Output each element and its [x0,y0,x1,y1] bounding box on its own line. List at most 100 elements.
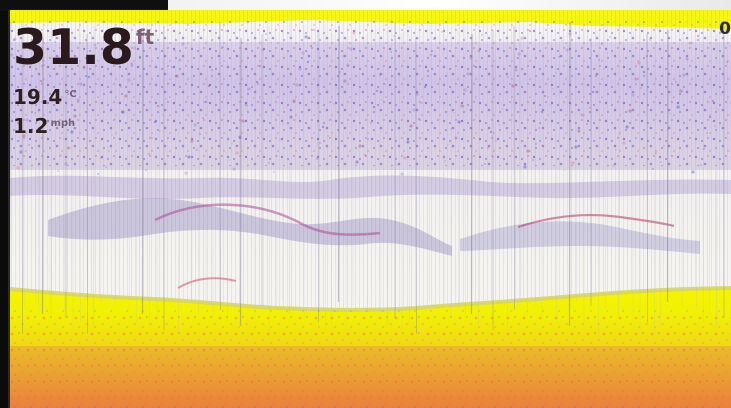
vertical-sonar-streak [604,21,606,311]
sonar-return-dot [387,67,389,69]
sonar-return-dot [403,156,407,160]
sonar-return-dot [111,134,113,136]
vertical-sonar-streak [21,21,23,335]
sonar-return-dot [232,167,236,171]
vertical-sonar-streak [555,37,557,323]
sonar-return-dot [634,77,638,81]
vertical-sonar-streak [408,25,410,323]
vertical-sonar-streak [617,25,620,315]
sonar-return-dot [121,110,125,114]
sonar-return-dot [87,75,91,79]
sonar-return-dot [225,30,227,32]
sonar-return-dot [526,149,530,153]
sonar-return-dot [639,86,643,90]
sonar-return-dot [381,99,383,101]
sonar-return-dot [691,170,695,174]
sonar-return-dot [463,88,467,92]
sonar-return-dot [130,62,134,66]
sonar-display-panel: 31.8 ft 19.4 °C 1.2 mph 0 [8,10,731,408]
sonar-return-dot [312,28,316,32]
sonar-return-dot [480,33,484,37]
sonar-return-dot [138,55,142,59]
vertical-sonar-streak [478,25,480,327]
sonar-return-dot [423,85,427,89]
sonar-return-dot [51,57,53,59]
sonar-return-dot [27,143,31,147]
bottom-hard-return [10,346,731,408]
sonar-return-dot [241,119,245,123]
sonar-return-dot [729,45,731,47]
sonar-return-dot [504,92,506,94]
sonar-return-dot [201,116,205,120]
sonar-return-dot [622,141,626,145]
vertical-sonar-streak [527,29,529,315]
sonar-return-dot [457,120,461,124]
sonar-return-dot [363,153,367,157]
fish-arc-red-left [154,203,381,236]
vertical-sonar-streak [190,33,193,303]
sonar-return-dot [597,58,601,62]
sonar-return-dot [648,38,652,42]
sonar-return-dot [483,162,487,166]
sonar-return-dot [384,83,386,85]
sonar-return-dot [549,104,551,106]
sonar-return-dot [184,171,188,175]
sonar-return-dot [261,48,265,52]
fish-school-arc-right [460,221,700,254]
sonar-return-dot [628,109,632,113]
sonar-return-dot [102,37,104,39]
sonar-return-dot [279,139,281,141]
sonar-return-dot [136,30,140,34]
sonar-return-dot [675,81,677,83]
sonar-return-dot [124,94,128,98]
sonar-return-dot [147,152,151,156]
sonar-return-dot [168,82,170,84]
sonar-return-dot [282,123,284,125]
vertical-sonar-streak [35,25,37,303]
sonar-return-dot [42,63,46,67]
sonar-return-dot [514,68,518,72]
sonar-return-dot [564,169,566,171]
sonar-return-dot [666,129,668,131]
sonar-return-dot [511,84,515,88]
sonar-return-dot [585,122,589,126]
sonar-return-dot [150,136,154,140]
sonar-return-dot [204,100,208,104]
fish-arc-red-right [517,214,675,229]
sonar-return-dot [93,43,97,47]
sonar-return-dot [561,40,563,42]
sonar-return-dot [96,172,100,176]
sonar-return-dot [156,104,160,108]
sonar-return-dot [507,76,509,78]
sonar-return-dot [105,166,107,168]
sonar-return-dot [178,58,182,62]
sonar-return-dot [612,165,614,167]
sonar-return-dot [355,160,359,164]
sonar-return-dot [352,31,356,35]
fish-school-arc-left [48,198,452,256]
sonar-return-dot [714,125,716,127]
sonar-return-dot [660,161,662,163]
vertical-sonar-streak [506,33,508,335]
vertical-sonar-streak [597,29,599,335]
sonar-return-dot [591,90,595,94]
sonar-return-dot [688,41,692,45]
vertical-sonar-streak [177,29,179,335]
sonar-return-dot [127,78,131,82]
vertical-sonar-streak [149,21,151,327]
sonar-return-dot [247,87,251,91]
sonar-return-dot [57,170,59,172]
vertical-sonar-streak [79,21,81,323]
vertical-sonar-streak [576,33,578,303]
sonar-return-dot [486,146,490,150]
sonar-return-dot [415,92,419,96]
sonar-return-dot [393,35,395,37]
sonar-return-dot [198,132,202,136]
sonar-return-dot [108,150,110,152]
sonar-return-dot [637,61,641,65]
sonar-return-dot [48,73,50,75]
sonar-return-dot [615,149,617,151]
sonar-return-dot [228,159,230,161]
sonar-return-dot [171,66,173,68]
